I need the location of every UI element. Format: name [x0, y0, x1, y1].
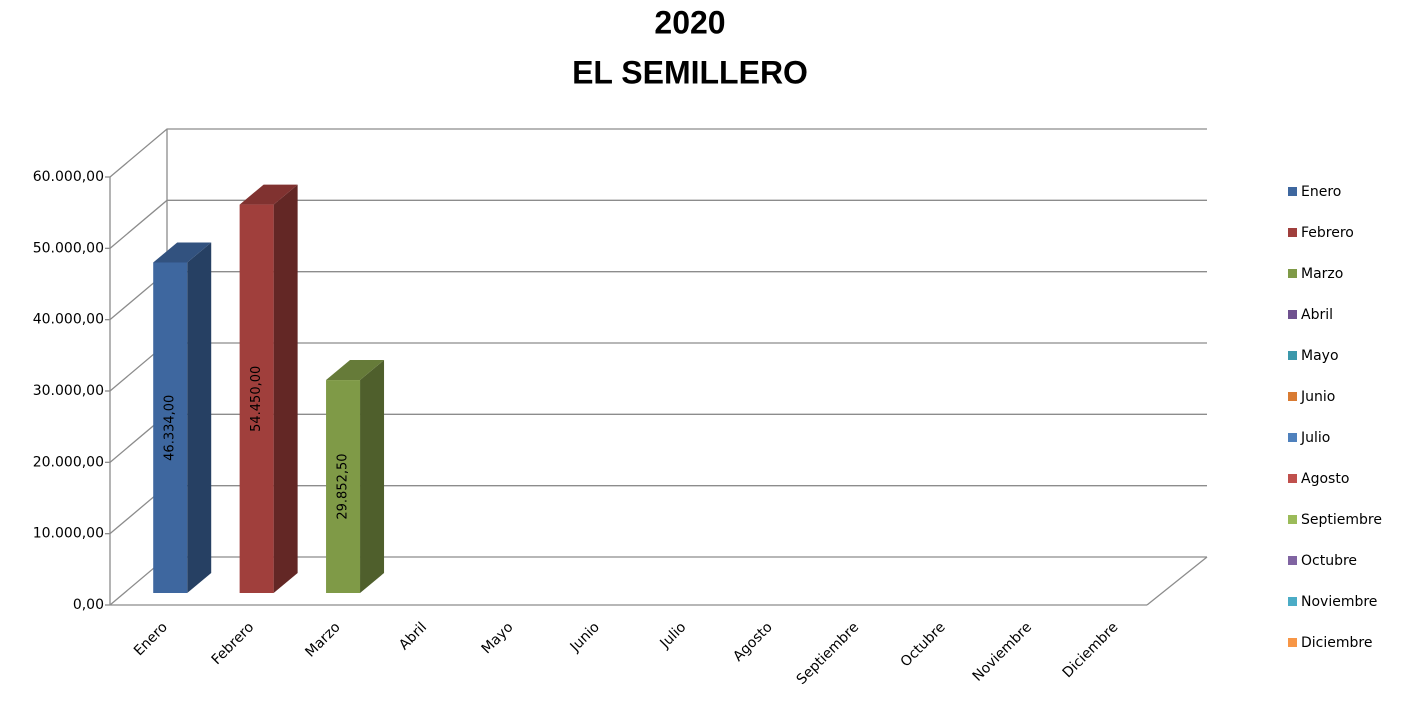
bar-side	[187, 242, 212, 593]
bar-top	[326, 360, 385, 381]
chart-subtitle: EL SEMILLERO	[572, 54, 808, 90]
grid-line	[109, 199, 1207, 249]
legend-label: Septiembre	[1301, 512, 1382, 528]
legend-label: Octubre	[1301, 553, 1357, 569]
x-tick-label: Febrero	[209, 619, 258, 668]
y-tick-label: 10.000,00	[33, 526, 104, 542]
legend-swatch	[1288, 187, 1297, 196]
data-label: 29.852,50	[336, 453, 351, 519]
bar	[239, 204, 274, 593]
x-tick-label: Junio	[567, 619, 603, 655]
x-tick-label: Marzo	[302, 619, 343, 660]
legend-swatch	[1288, 269, 1297, 278]
y-tick-label: 20.000,00	[33, 454, 104, 470]
floor-edge	[1146, 556, 1208, 606]
x-tick-label: Septiembre	[794, 619, 863, 688]
legend-swatch	[1288, 310, 1297, 319]
legend-label: Febrero	[1301, 225, 1354, 241]
legend-label: Julio	[1300, 430, 1330, 446]
y-tick-label: 30.000,00	[33, 383, 104, 399]
x-tick-label: Julio	[657, 619, 690, 652]
data-label: 54.450,00	[249, 366, 264, 432]
legend-swatch	[1288, 228, 1297, 237]
legend-label: Abril	[1301, 307, 1333, 323]
y-tick-label: 60.000,00	[33, 169, 104, 185]
y-tick-label: 40.000,00	[33, 312, 104, 328]
x-tick-label: Mayo	[479, 619, 517, 657]
legend-swatch	[1288, 638, 1297, 647]
legend-label: Enero	[1301, 184, 1341, 200]
x-tick-label: Octubre	[898, 619, 949, 670]
legend-label: Junio	[1300, 389, 1335, 405]
bar	[153, 262, 188, 593]
x-tick-label: Noviembre	[970, 619, 1035, 684]
legend-label: Marzo	[1301, 266, 1343, 282]
bar-top	[153, 242, 212, 263]
bar-top	[239, 184, 298, 205]
legend-label: Mayo	[1301, 348, 1339, 364]
legend-swatch	[1288, 351, 1297, 360]
legend-swatch	[1288, 515, 1297, 524]
chart-title: 2020	[654, 4, 725, 40]
legend-swatch	[1288, 474, 1297, 483]
x-tick-label: Enero	[131, 619, 171, 659]
bar-side	[360, 360, 385, 593]
legend-swatch	[1288, 392, 1297, 401]
legend-swatch	[1288, 556, 1297, 565]
grid-line	[109, 128, 1207, 178]
bar	[326, 380, 361, 593]
legend-label: Agosto	[1301, 471, 1349, 487]
y-tick-label: 50.000,00	[33, 240, 104, 256]
data-label: 46.334,00	[163, 395, 178, 461]
legend-swatch	[1288, 433, 1297, 442]
legend-label: Noviembre	[1301, 594, 1377, 610]
x-tick-label: Agosto	[730, 619, 776, 665]
bar-side	[273, 184, 298, 593]
x-tick-label: Diciembre	[1060, 619, 1122, 681]
legend-swatch	[1288, 597, 1297, 606]
y-tick-label: 0,00	[73, 597, 104, 613]
legend-label: Diciembre	[1301, 635, 1372, 651]
x-tick-label: Abril	[396, 619, 430, 653]
